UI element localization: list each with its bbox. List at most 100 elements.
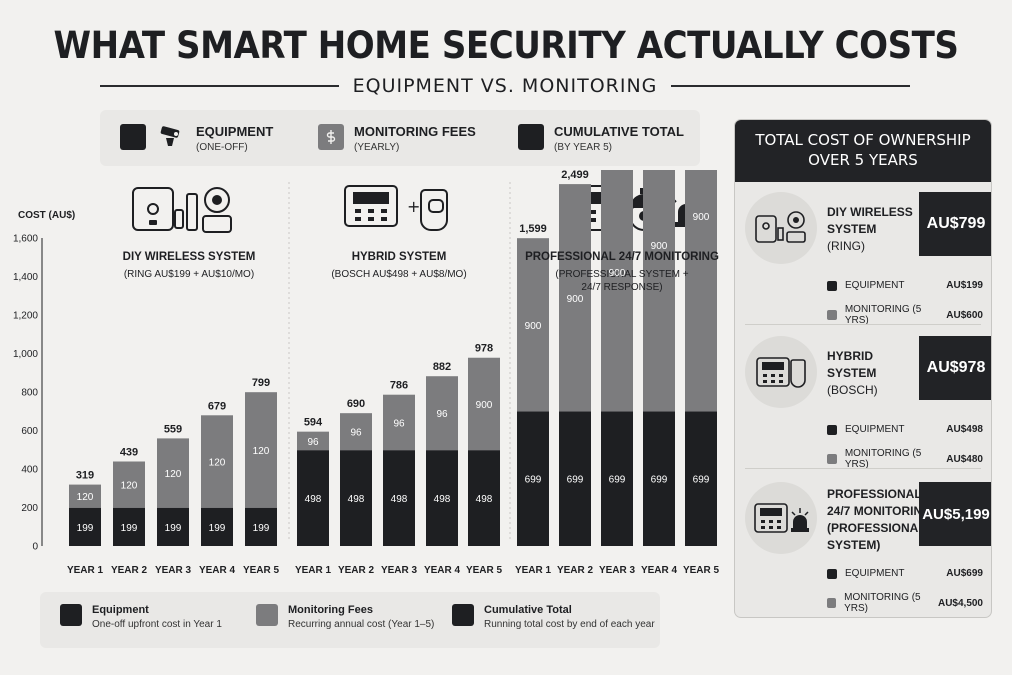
- legend-note: Recurring annual cost (Year 1–5): [288, 619, 435, 630]
- data-label-monitoring: 900: [567, 294, 584, 305]
- bar-segment-monitoring: [383, 394, 415, 451]
- panel-header: TOTAL COST OF OWNERSHIP OVER 5 YEARS: [735, 120, 991, 182]
- equipment-swatch: [827, 280, 837, 291]
- data-label-cumulative: 559: [164, 423, 182, 435]
- card-name-line: PROFESSIONAL: [827, 487, 922, 501]
- bar-segment-monitoring: [113, 461, 145, 508]
- camera-icon: [160, 126, 180, 146]
- legend-label: Equipment: [92, 604, 149, 616]
- card-name: DIY WIRELESS SYSTEM (RING): [827, 204, 913, 255]
- legend-note: (YEARLY): [354, 142, 400, 153]
- bar-segment-monitoring: [643, 170, 675, 412]
- summary-card-hybrid: HYBRID SYSTEM (BOSCH) AU$978 EQUIPMENT A…: [735, 336, 991, 476]
- bar-segment-equipment: [201, 507, 233, 546]
- data-label-monitoring: 900: [525, 321, 542, 332]
- bar-segment-monitoring: [685, 170, 717, 412]
- group-title: HYBRID SYSTEM: [352, 251, 447, 263]
- panel-title: TOTAL COST OF OWNERSHIP: [755, 131, 971, 149]
- card-icon-circle: [745, 482, 817, 554]
- data-label-cumulative: 679: [208, 400, 226, 412]
- card-name-line: 24/7 MONITORING: [827, 504, 932, 518]
- bar-segment-equipment: [517, 411, 549, 546]
- data-label-cumulative: 594: [304, 417, 323, 429]
- bar-segment-monitoring: [157, 438, 189, 508]
- legend-label: Monitoring Fees: [288, 604, 373, 616]
- data-label-monitoring: 96: [307, 437, 319, 448]
- data-label-monitoring: 120: [77, 492, 94, 503]
- x-tick-label: YEAR 1: [67, 565, 104, 576]
- legend-note: Running total cost by end of each year: [484, 619, 655, 630]
- card-name-line: SYSTEM: [827, 366, 877, 380]
- group-subtitle: (BOSCH AU$498 + AU$8/MO): [331, 269, 466, 280]
- summary-card-professional: PROFESSIONAL 24/7 MONITORING (PROFESSION…: [735, 482, 991, 617]
- data-label-cumulative: 799: [252, 377, 270, 389]
- data-label-monitoring: 900: [693, 212, 710, 223]
- monitoring-swatch: [256, 604, 278, 626]
- row-label: MONITORING (5 YRS): [844, 592, 921, 614]
- bottom-legend: Equipment One-off upfront cost in Year 1 …: [40, 592, 660, 648]
- legend-label: CUMULATIVE TOTAL: [554, 124, 684, 139]
- y-tick-label: 600: [21, 426, 38, 437]
- bars: [69, 170, 717, 546]
- bar-segment-monitoring: [426, 376, 458, 451]
- x-tick-label: YEAR 5: [466, 565, 503, 576]
- group-subtitle: (RING AU$199 + AU$10/MO): [124, 269, 254, 280]
- data-label-monitoring: 96: [393, 418, 405, 429]
- legend-note: (BY YEAR 5): [554, 142, 612, 153]
- legend-label: Cumulative Total: [484, 604, 572, 616]
- summary-card-diy: DIY WIRELESS SYSTEM (RING) AU$799 EQUIPM…: [735, 192, 991, 332]
- card-total: AU$5,199: [919, 482, 991, 546]
- card-name: PROFESSIONAL 24/7 MONITORING (PROFESSION…: [827, 486, 931, 554]
- y-tick-label: 1,600: [13, 234, 38, 245]
- data-label-monitoring: 96: [350, 428, 362, 439]
- card-name-line: SYSTEM: [827, 222, 877, 236]
- data-label-monitoring: 900: [609, 268, 626, 279]
- x-tick-label: YEAR 4: [424, 565, 461, 576]
- data-label-cumulative: 2,499: [561, 170, 589, 181]
- data-label-monitoring: 120: [121, 481, 138, 492]
- divider: [745, 324, 981, 325]
- x-tick-label: YEAR 2: [111, 565, 148, 576]
- bar-segment-equipment: [685, 411, 717, 546]
- data-label-cumulative: 882: [433, 361, 451, 373]
- bar-segment-equipment: [383, 450, 415, 546]
- group-title: DIY WIRELESS SYSTEM: [123, 251, 256, 263]
- data-label-cumulative: 690: [347, 398, 365, 410]
- legend-item-equipment: EQUIPMENT (ONE-OFF): [120, 124, 273, 153]
- data-label-cumulative: 319: [76, 470, 94, 482]
- keypad-icon: +: [344, 185, 448, 231]
- cumulative-swatch: [452, 604, 474, 626]
- card-name: HYBRID SYSTEM (BOSCH): [827, 348, 878, 399]
- bar-segment-monitoring: [517, 238, 549, 412]
- data-label-equipment: 498: [476, 494, 493, 505]
- y-tick-label: 800: [21, 388, 38, 399]
- row-label: MONITORING (5 YRS): [844, 304, 922, 326]
- bar-segment-equipment: [643, 411, 675, 546]
- bar-segment-equipment: [157, 507, 189, 546]
- row-value: AU$699: [946, 568, 983, 579]
- data-label-equipment: 699: [525, 475, 542, 486]
- y-tick-label: 1,000: [13, 349, 38, 360]
- equipment-swatch: [120, 124, 146, 150]
- data-label-equipment: 199: [165, 523, 182, 534]
- x-tick-label: YEAR 2: [557, 565, 594, 576]
- bar-segment-equipment: [69, 507, 101, 546]
- x-tick-label: YEAR 3: [381, 565, 418, 576]
- card-equipment-row: EQUIPMENT AU$498: [827, 424, 983, 435]
- data-label-equipment: 199: [121, 523, 138, 534]
- data-label-equipment: 699: [567, 475, 584, 486]
- cumulative-swatch: [518, 124, 544, 150]
- monitoring-swatch: [318, 124, 344, 150]
- data-label-monitoring: 120: [165, 469, 182, 480]
- card-monitoring-row: MONITORING (5 YRS) AU$600: [827, 304, 983, 326]
- x-tick-label: YEAR 3: [599, 565, 636, 576]
- monitoring-swatch: [827, 598, 837, 608]
- row-label: MONITORING (5 YRS): [844, 448, 922, 470]
- card-name-line: SYSTEM): [827, 538, 881, 552]
- bar-segment-monitoring: [201, 415, 233, 508]
- page-subtitle: EQUIPMENT VS. MONITORING: [352, 75, 658, 97]
- data-label-monitoring: 96: [436, 409, 448, 420]
- x-tick-label: YEAR 5: [243, 565, 280, 576]
- bar-segment-equipment: [559, 411, 591, 546]
- data-label-cumulative: 978: [475, 343, 493, 355]
